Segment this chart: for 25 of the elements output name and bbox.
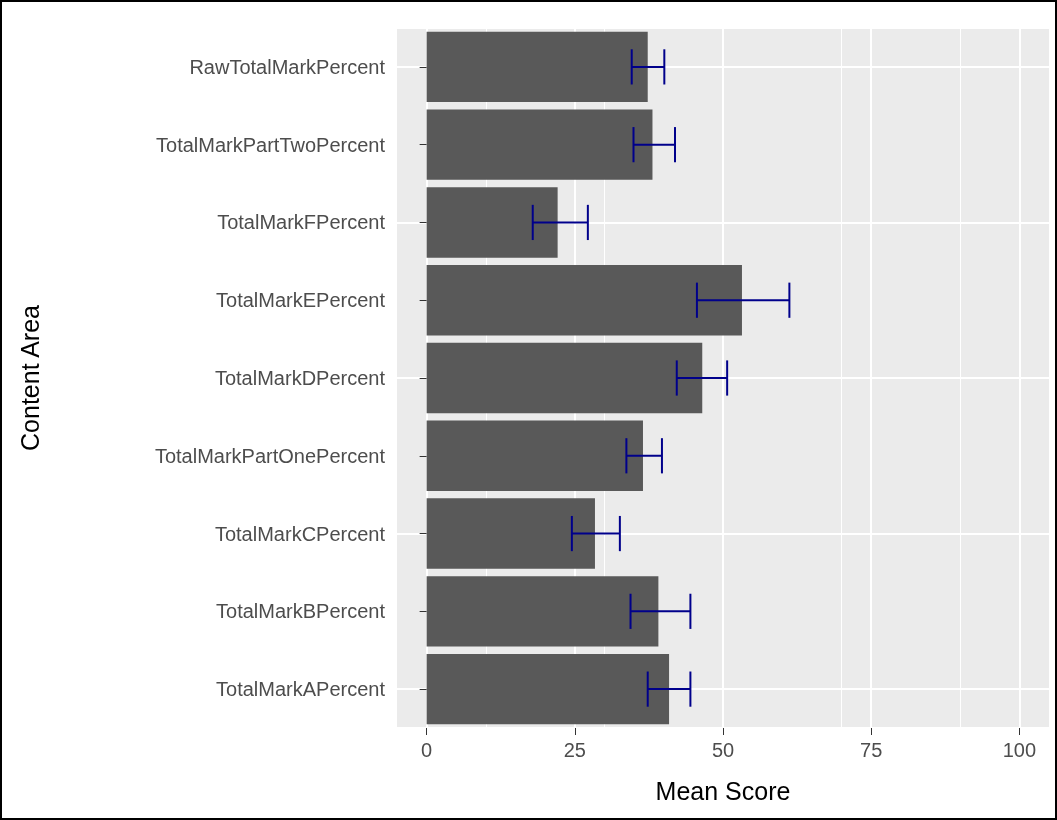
bar [426,342,703,414]
y-tick-label: TotalMarkCPercent [214,522,386,545]
x-tick-label: 75 [860,739,883,761]
x-tick-label: 0 [421,739,433,761]
x-tick-label: 25 [563,739,586,761]
bar [426,498,595,569]
y-tick-label: TotalMarkBPercent [216,600,386,623]
y-tick-label: TotalMarkEPercent [216,289,386,312]
x-axis-title: Mean Score [655,776,791,805]
y-tick-label: TotalMarkAPercent [216,678,386,701]
x-tick-label: 100 [1002,739,1037,761]
y-tick-label: TotalMarkPartTwoPercent [156,133,386,156]
x-tick-label: 50 [711,739,735,761]
bar [426,653,670,725]
y-tick-label: TotalMarkDPercent [214,367,386,389]
y-tick-label: TotalMarkPartOnePercent [154,444,386,467]
bar [426,576,659,647]
y-tick-label: TotalMarkFPercent [217,211,386,234]
bar [426,31,648,103]
bar [426,420,643,491]
y-tick-label: RawTotalMarkPercent [189,55,386,78]
bar [426,109,653,180]
y-axis-title: Content Area [15,304,44,451]
bar [426,265,742,336]
bar [426,187,558,258]
